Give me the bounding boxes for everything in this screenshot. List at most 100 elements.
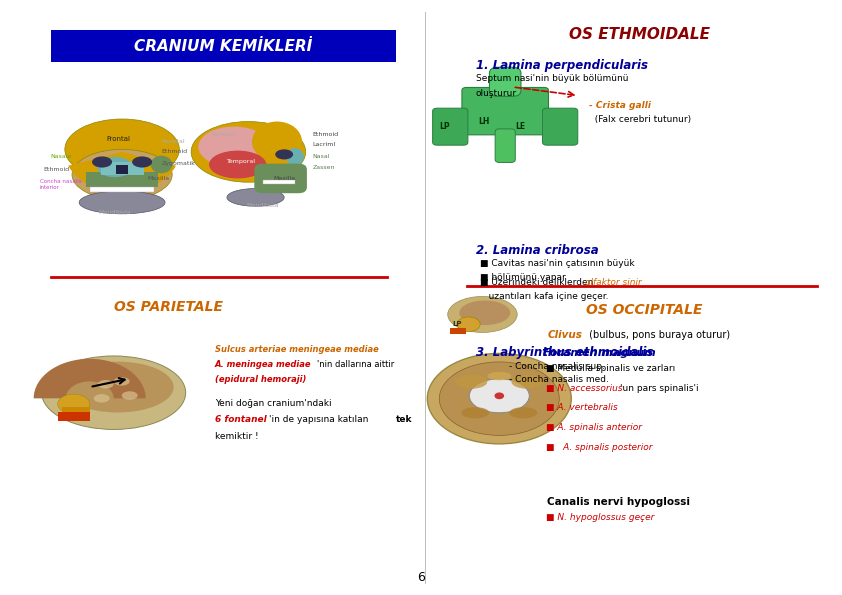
Text: Parietal: Parietal bbox=[211, 131, 235, 137]
Circle shape bbox=[494, 393, 504, 399]
Text: ■ Üzerindeki deliklerden: ■ Üzerindeki deliklerden bbox=[480, 278, 596, 287]
Text: 3. Labyrinthus ethmoidalis: 3. Labyrinthus ethmoidalis bbox=[476, 346, 653, 359]
Text: Frontal: Frontal bbox=[274, 129, 295, 134]
Text: OS PARIETALE: OS PARIETALE bbox=[114, 300, 223, 315]
Text: - Concha nasalis med.: - Concha nasalis med. bbox=[509, 375, 610, 384]
Ellipse shape bbox=[460, 300, 510, 325]
Ellipse shape bbox=[191, 121, 306, 182]
Bar bbox=[90, 187, 154, 192]
Text: - Crista galli: - Crista galli bbox=[589, 101, 652, 110]
Text: 6: 6 bbox=[417, 571, 425, 584]
FancyBboxPatch shape bbox=[433, 108, 468, 145]
Text: ■   A. spinalis posterior: ■ A. spinalis posterior bbox=[546, 443, 652, 452]
Text: tek: tek bbox=[396, 415, 413, 424]
Ellipse shape bbox=[98, 380, 114, 389]
Text: Parietal: Parietal bbox=[162, 139, 185, 144]
Bar bbox=[58, 412, 90, 421]
Text: kemiktir !: kemiktir ! bbox=[215, 432, 258, 441]
Text: ■ bölümünü yapar: ■ bölümünü yapar bbox=[480, 273, 566, 281]
Text: OS ETHMOIDALE: OS ETHMOIDALE bbox=[569, 27, 711, 42]
Bar bbox=[263, 180, 295, 184]
Ellipse shape bbox=[252, 121, 302, 162]
Ellipse shape bbox=[132, 156, 152, 168]
Text: Zassen: Zassen bbox=[313, 165, 335, 170]
Ellipse shape bbox=[275, 149, 293, 159]
FancyBboxPatch shape bbox=[51, 30, 396, 62]
Wedge shape bbox=[68, 152, 176, 192]
Text: oluşturur: oluşturur bbox=[476, 89, 517, 98]
Text: Frontal: Frontal bbox=[106, 136, 131, 142]
Text: Yeni doğan cranium'ndaki: Yeni doğan cranium'ndaki bbox=[215, 399, 332, 408]
Text: - Concha nasalis sup.: - Concha nasalis sup. bbox=[509, 362, 605, 371]
Bar bbox=[116, 165, 128, 174]
Ellipse shape bbox=[198, 127, 269, 167]
Text: Foramen magnum: Foramen magnum bbox=[543, 348, 656, 358]
Text: Maxilla: Maxilla bbox=[147, 176, 169, 181]
Ellipse shape bbox=[456, 375, 488, 389]
Text: 'in de yapısına katılan: 'in de yapısına katılan bbox=[269, 415, 371, 424]
Ellipse shape bbox=[509, 407, 537, 418]
FancyBboxPatch shape bbox=[489, 67, 521, 96]
FancyBboxPatch shape bbox=[254, 164, 306, 193]
Ellipse shape bbox=[72, 149, 172, 200]
Text: (epidural hemoraji): (epidural hemoraji) bbox=[215, 375, 306, 384]
Text: Concha nasalis
interior: Concha nasalis interior bbox=[40, 179, 82, 190]
Text: Ethmoid: Ethmoid bbox=[162, 149, 188, 154]
Ellipse shape bbox=[227, 189, 285, 206]
Text: Ethmoid: Ethmoid bbox=[313, 131, 339, 137]
Ellipse shape bbox=[428, 353, 572, 444]
Text: LE: LE bbox=[515, 122, 525, 131]
Text: LP: LP bbox=[440, 122, 450, 131]
Text: (bulbus, pons buraya oturur): (bulbus, pons buraya oturur) bbox=[586, 330, 730, 340]
Ellipse shape bbox=[79, 191, 165, 214]
Text: Septum nasi'nin büyük bölümünü: Septum nasi'nin büyük bölümünü bbox=[476, 74, 628, 83]
Text: Canalis nervi hypoglossi: Canalis nervi hypoglossi bbox=[547, 497, 690, 507]
Text: 6 fontanel: 6 fontanel bbox=[215, 415, 266, 424]
Text: OS OCCIPITALE: OS OCCIPITALE bbox=[586, 303, 702, 318]
Ellipse shape bbox=[511, 375, 543, 389]
Ellipse shape bbox=[286, 148, 304, 166]
Text: uzantıları kafa içine geçer.: uzantıları kafa içine geçer. bbox=[480, 292, 609, 300]
Text: Mandibula: Mandibula bbox=[99, 210, 131, 215]
Ellipse shape bbox=[469, 379, 530, 413]
Bar bbox=[450, 327, 466, 334]
Text: ■ Medulla spinalis ve zarları: ■ Medulla spinalis ve zarları bbox=[546, 364, 675, 373]
Ellipse shape bbox=[261, 166, 286, 178]
Text: Sulcus arteriae meningeae mediae: Sulcus arteriae meningeae mediae bbox=[215, 345, 378, 354]
Text: ■ Cavitas nasi'nin çatısının büyük: ■ Cavitas nasi'nin çatısının büyük bbox=[480, 259, 635, 268]
Ellipse shape bbox=[122, 392, 138, 400]
Ellipse shape bbox=[92, 156, 112, 168]
FancyBboxPatch shape bbox=[542, 108, 578, 145]
Text: Temporal: Temporal bbox=[226, 159, 256, 164]
Text: 1. Lamina perpendicularis: 1. Lamina perpendicularis bbox=[476, 60, 647, 73]
Text: Mandibula: Mandibula bbox=[247, 203, 279, 208]
Ellipse shape bbox=[440, 362, 559, 436]
Bar bbox=[61, 407, 90, 418]
Text: 2. Lamina cribrosa: 2. Lamina cribrosa bbox=[476, 244, 599, 257]
Text: Nasal: Nasal bbox=[313, 155, 330, 159]
Text: Clivus: Clivus bbox=[547, 330, 582, 340]
Text: LP: LP bbox=[452, 321, 461, 327]
Text: LH: LH bbox=[478, 117, 490, 126]
Ellipse shape bbox=[151, 156, 172, 173]
Text: Zygomatik: Zygomatik bbox=[162, 161, 195, 166]
Text: CRANIUM KEMİKLERİ: CRANIUM KEMİKLERİ bbox=[134, 39, 312, 54]
Text: Maxilla: Maxilla bbox=[273, 176, 296, 181]
Text: ■ A. spinalis anterior: ■ A. spinalis anterior bbox=[546, 423, 642, 432]
Ellipse shape bbox=[114, 377, 130, 386]
Ellipse shape bbox=[97, 157, 133, 177]
Text: Ethmoid: Ethmoid bbox=[43, 167, 70, 172]
Text: A. meningea mediae: A. meningea mediae bbox=[215, 360, 312, 369]
Ellipse shape bbox=[57, 394, 90, 414]
Ellipse shape bbox=[65, 119, 179, 180]
FancyBboxPatch shape bbox=[462, 87, 548, 135]
Text: Nasale: Nasale bbox=[51, 155, 72, 159]
Ellipse shape bbox=[457, 317, 480, 331]
Text: ■ N. hypoglossus geçer: ■ N. hypoglossus geçer bbox=[546, 513, 654, 522]
Bar bbox=[101, 162, 143, 175]
Text: ■ N. accessorius: ■ N. accessorius bbox=[546, 384, 622, 393]
Text: 'un pars spinalis'i: 'un pars spinalis'i bbox=[620, 384, 699, 393]
Text: Lacriml: Lacriml bbox=[313, 142, 336, 147]
FancyBboxPatch shape bbox=[495, 129, 515, 162]
Ellipse shape bbox=[488, 372, 511, 380]
